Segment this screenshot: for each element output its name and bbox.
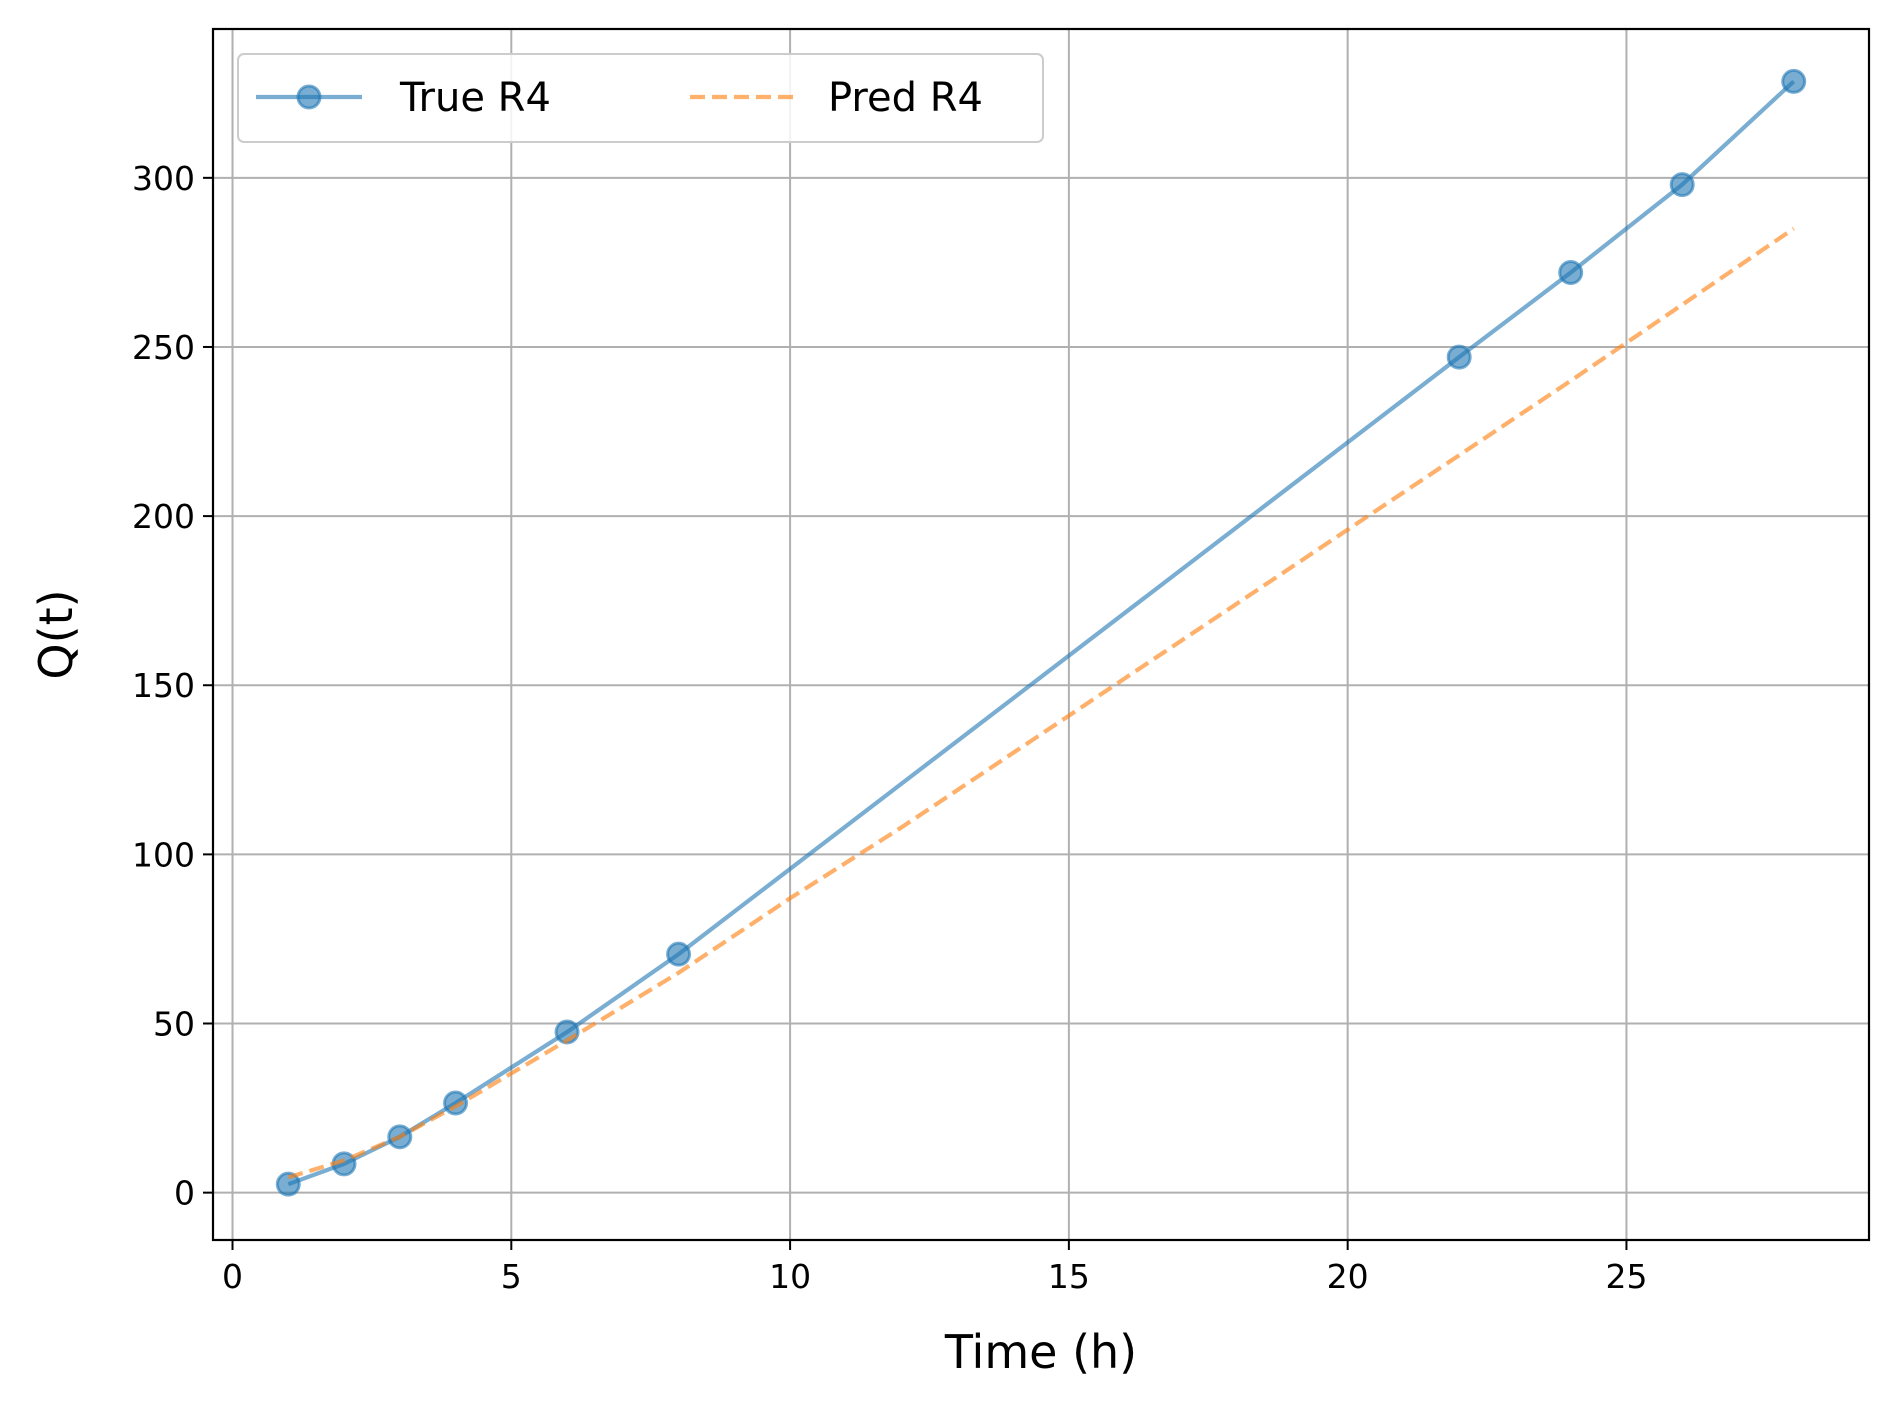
y-tick-label: 250	[132, 328, 195, 367]
legend-label-true-r4: True R4	[399, 75, 551, 121]
x-tick-label: 0	[222, 1257, 243, 1296]
legend-label-pred-r4: Pred R4	[828, 75, 983, 121]
legend[interactable]: True R4 Pred R4	[237, 53, 1044, 143]
y-tick-label: 150	[132, 666, 195, 705]
axes-frame	[211, 27, 1871, 1242]
data-point-true-r4[interactable]	[1446, 344, 1472, 370]
data-point-true-r4[interactable]	[1558, 260, 1584, 286]
x-tick-label: 15	[1048, 1257, 1090, 1296]
y-tick-label: 300	[132, 159, 195, 198]
legend-entry-true-r4[interactable]: True R4	[256, 75, 551, 121]
x-tick-label: 20	[1327, 1257, 1369, 1296]
x-tick-label: 5	[501, 1257, 522, 1296]
legend-marker-true-r4	[296, 84, 322, 110]
y-tick-label: 200	[132, 497, 195, 536]
data-point-true-r4[interactable]	[1781, 68, 1807, 94]
data-point-true-r4[interactable]	[1669, 172, 1695, 198]
series-layer	[275, 68, 1807, 1197]
series-line-pred-r4	[287, 226, 1795, 1180]
y-tick-label: 100	[132, 835, 195, 874]
y-tick-label: 50	[153, 1005, 195, 1044]
data-point-true-r4[interactable]	[666, 941, 692, 967]
y-tick-label: 0	[174, 1174, 195, 1213]
x-axis-label: Time (h)	[944, 1325, 1137, 1379]
series-line-true-r4	[287, 79, 1796, 1187]
data-point-true-r4[interactable]	[275, 1171, 301, 1197]
y-axis-label: Q(t)	[29, 589, 83, 679]
legend-entry-pred-r4[interactable]: Pred R4	[690, 75, 983, 121]
legend-box	[237, 53, 1044, 143]
x-tick-label: 25	[1605, 1257, 1647, 1296]
x-tick-label: 10	[769, 1257, 811, 1296]
